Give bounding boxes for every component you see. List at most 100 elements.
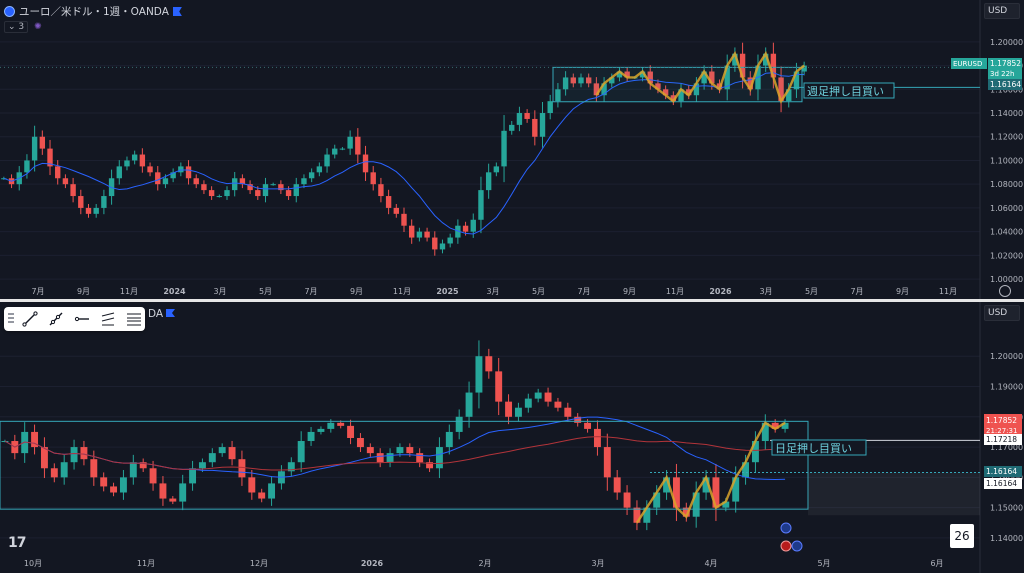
candle-body <box>93 207 99 214</box>
candle-body <box>268 483 276 499</box>
candle-body <box>62 178 69 185</box>
x-tick-label: 11月 <box>137 559 155 568</box>
candle-body <box>139 462 147 469</box>
candle-body <box>317 428 325 432</box>
candle-body <box>31 431 39 448</box>
x-tick-label: 7月 <box>850 287 863 296</box>
candle-body <box>678 89 684 102</box>
candle-body <box>445 431 453 448</box>
settings-dot-icon[interactable]: ✺ <box>34 22 42 32</box>
trend-line-tool-icon[interactable] <box>20 310 40 328</box>
candle-body <box>100 477 108 487</box>
candle-body <box>85 207 92 214</box>
candle-body <box>24 160 30 173</box>
cyan-level-tag-value: 1.16164 <box>986 467 1017 476</box>
candle-body <box>770 53 777 78</box>
x-tick-label: 5月 <box>817 559 830 568</box>
candle-body <box>682 507 690 517</box>
y-tick-label: 1.04000 <box>990 228 1023 237</box>
candle-body <box>70 447 78 463</box>
candle-body <box>347 425 355 438</box>
daily-annotation-box <box>771 439 867 456</box>
weekly-chart-canvas[interactable]: 1.200001.180001.160001.140001.120001.100… <box>0 0 1024 300</box>
x-tick-label: 2026 <box>361 559 384 568</box>
daily-chart-pane[interactable]: 1.200001.190001.180001.170001.160001.150… <box>0 302 1024 573</box>
candle-body <box>262 184 269 197</box>
candle-body <box>801 65 807 72</box>
symbol-title[interactable]: ユーロ／米ドル・1週・OANDA <box>4 4 182 19</box>
candle-body <box>509 124 515 131</box>
symbol-logo-icon <box>4 6 15 17</box>
horizontal-ray-tool-icon[interactable] <box>72 310 92 328</box>
x-tick-label: 9月 <box>623 287 636 296</box>
candle-body <box>258 492 266 499</box>
indicator-collapse-toggle[interactable]: ⌄ 3 <box>4 21 29 33</box>
weekly-zigzag-wave <box>595 50 805 104</box>
candle-body <box>55 166 61 179</box>
candle-body <box>307 431 315 442</box>
candle-body <box>147 166 153 173</box>
daily-annotation-text: 日足押し目買い <box>775 441 852 455</box>
drawing-toolbar[interactable] <box>4 307 145 331</box>
price-tag-countdown: 3d 22h <box>990 70 1014 78</box>
candle-body <box>613 477 621 493</box>
candle-body <box>633 507 641 523</box>
weekly-chart-pane[interactable]: 1.200001.180001.160001.140001.120001.100… <box>0 0 1024 300</box>
currency-label-bottom: USD <box>988 308 1008 318</box>
currency-selector[interactable]: USD <box>984 3 1020 19</box>
candle-body <box>297 441 305 463</box>
parallel-channel-tool-icon[interactable] <box>98 310 118 328</box>
currency-selector-bottom[interactable]: USD <box>984 305 1020 321</box>
candle-body <box>562 77 569 90</box>
candle-body <box>616 71 623 78</box>
long-moving-average-line <box>4 436 786 471</box>
candle-body <box>655 83 661 90</box>
y-tick-label: 1.14000 <box>990 534 1023 543</box>
candle-body <box>355 136 361 155</box>
candle-body <box>643 507 651 523</box>
candle-body <box>462 225 469 232</box>
candle-body <box>409 225 415 238</box>
candle-body <box>732 477 740 502</box>
x-tick-label: 11月 <box>120 287 138 296</box>
y-tick-label: 1.15000 <box>990 504 1023 513</box>
candle-body <box>672 477 680 508</box>
drag-handle-icon[interactable] <box>8 313 14 325</box>
fib-levels-tool-icon[interactable] <box>124 310 144 328</box>
x-tick-label: 7月 <box>31 287 44 296</box>
candle-body <box>248 477 256 493</box>
candle-body <box>584 422 592 429</box>
candle-body <box>339 148 346 150</box>
x-tick-label: 11月 <box>666 287 684 296</box>
candle-body <box>574 416 582 423</box>
candle-body <box>39 136 46 149</box>
price-tag-value-bottom: 1.17852 <box>986 416 1017 425</box>
candle-body <box>601 83 607 96</box>
candle-body <box>308 172 315 179</box>
settings-gear-icon[interactable] <box>999 285 1011 297</box>
pane-separator[interactable] <box>0 299 1024 302</box>
candle-body <box>238 459 246 478</box>
candle-body <box>80 447 88 460</box>
x-tick-label: 2024 <box>163 287 186 296</box>
candle-body <box>327 422 335 429</box>
candle-body <box>639 71 646 78</box>
x-tick-label: 7月 <box>577 287 590 296</box>
candle-body <box>78 196 84 208</box>
y-tick-label: 1.00000 <box>990 275 1023 284</box>
candle-body <box>139 154 146 167</box>
white-level-tag-value: 1.17218 <box>986 435 1017 444</box>
day-badge[interactable]: 26 <box>950 524 974 548</box>
x-tick-label: 3月 <box>759 287 772 296</box>
ray-tool-icon[interactable] <box>46 310 66 328</box>
candle-body <box>493 166 500 173</box>
candle-body <box>189 468 197 484</box>
daily-chart-canvas[interactable]: 1.200001.190001.180001.170001.160001.150… <box>0 302 1024 573</box>
candle-body <box>505 401 513 417</box>
indicator-row[interactable]: ⌄ 3 ✺ <box>4 21 42 33</box>
y-tick-label: 1.10000 <box>990 156 1023 165</box>
x-tick-label: 9月 <box>77 287 90 296</box>
candle-body <box>701 71 707 84</box>
candle-body <box>692 492 700 517</box>
event-flag-icon <box>791 540 803 552</box>
